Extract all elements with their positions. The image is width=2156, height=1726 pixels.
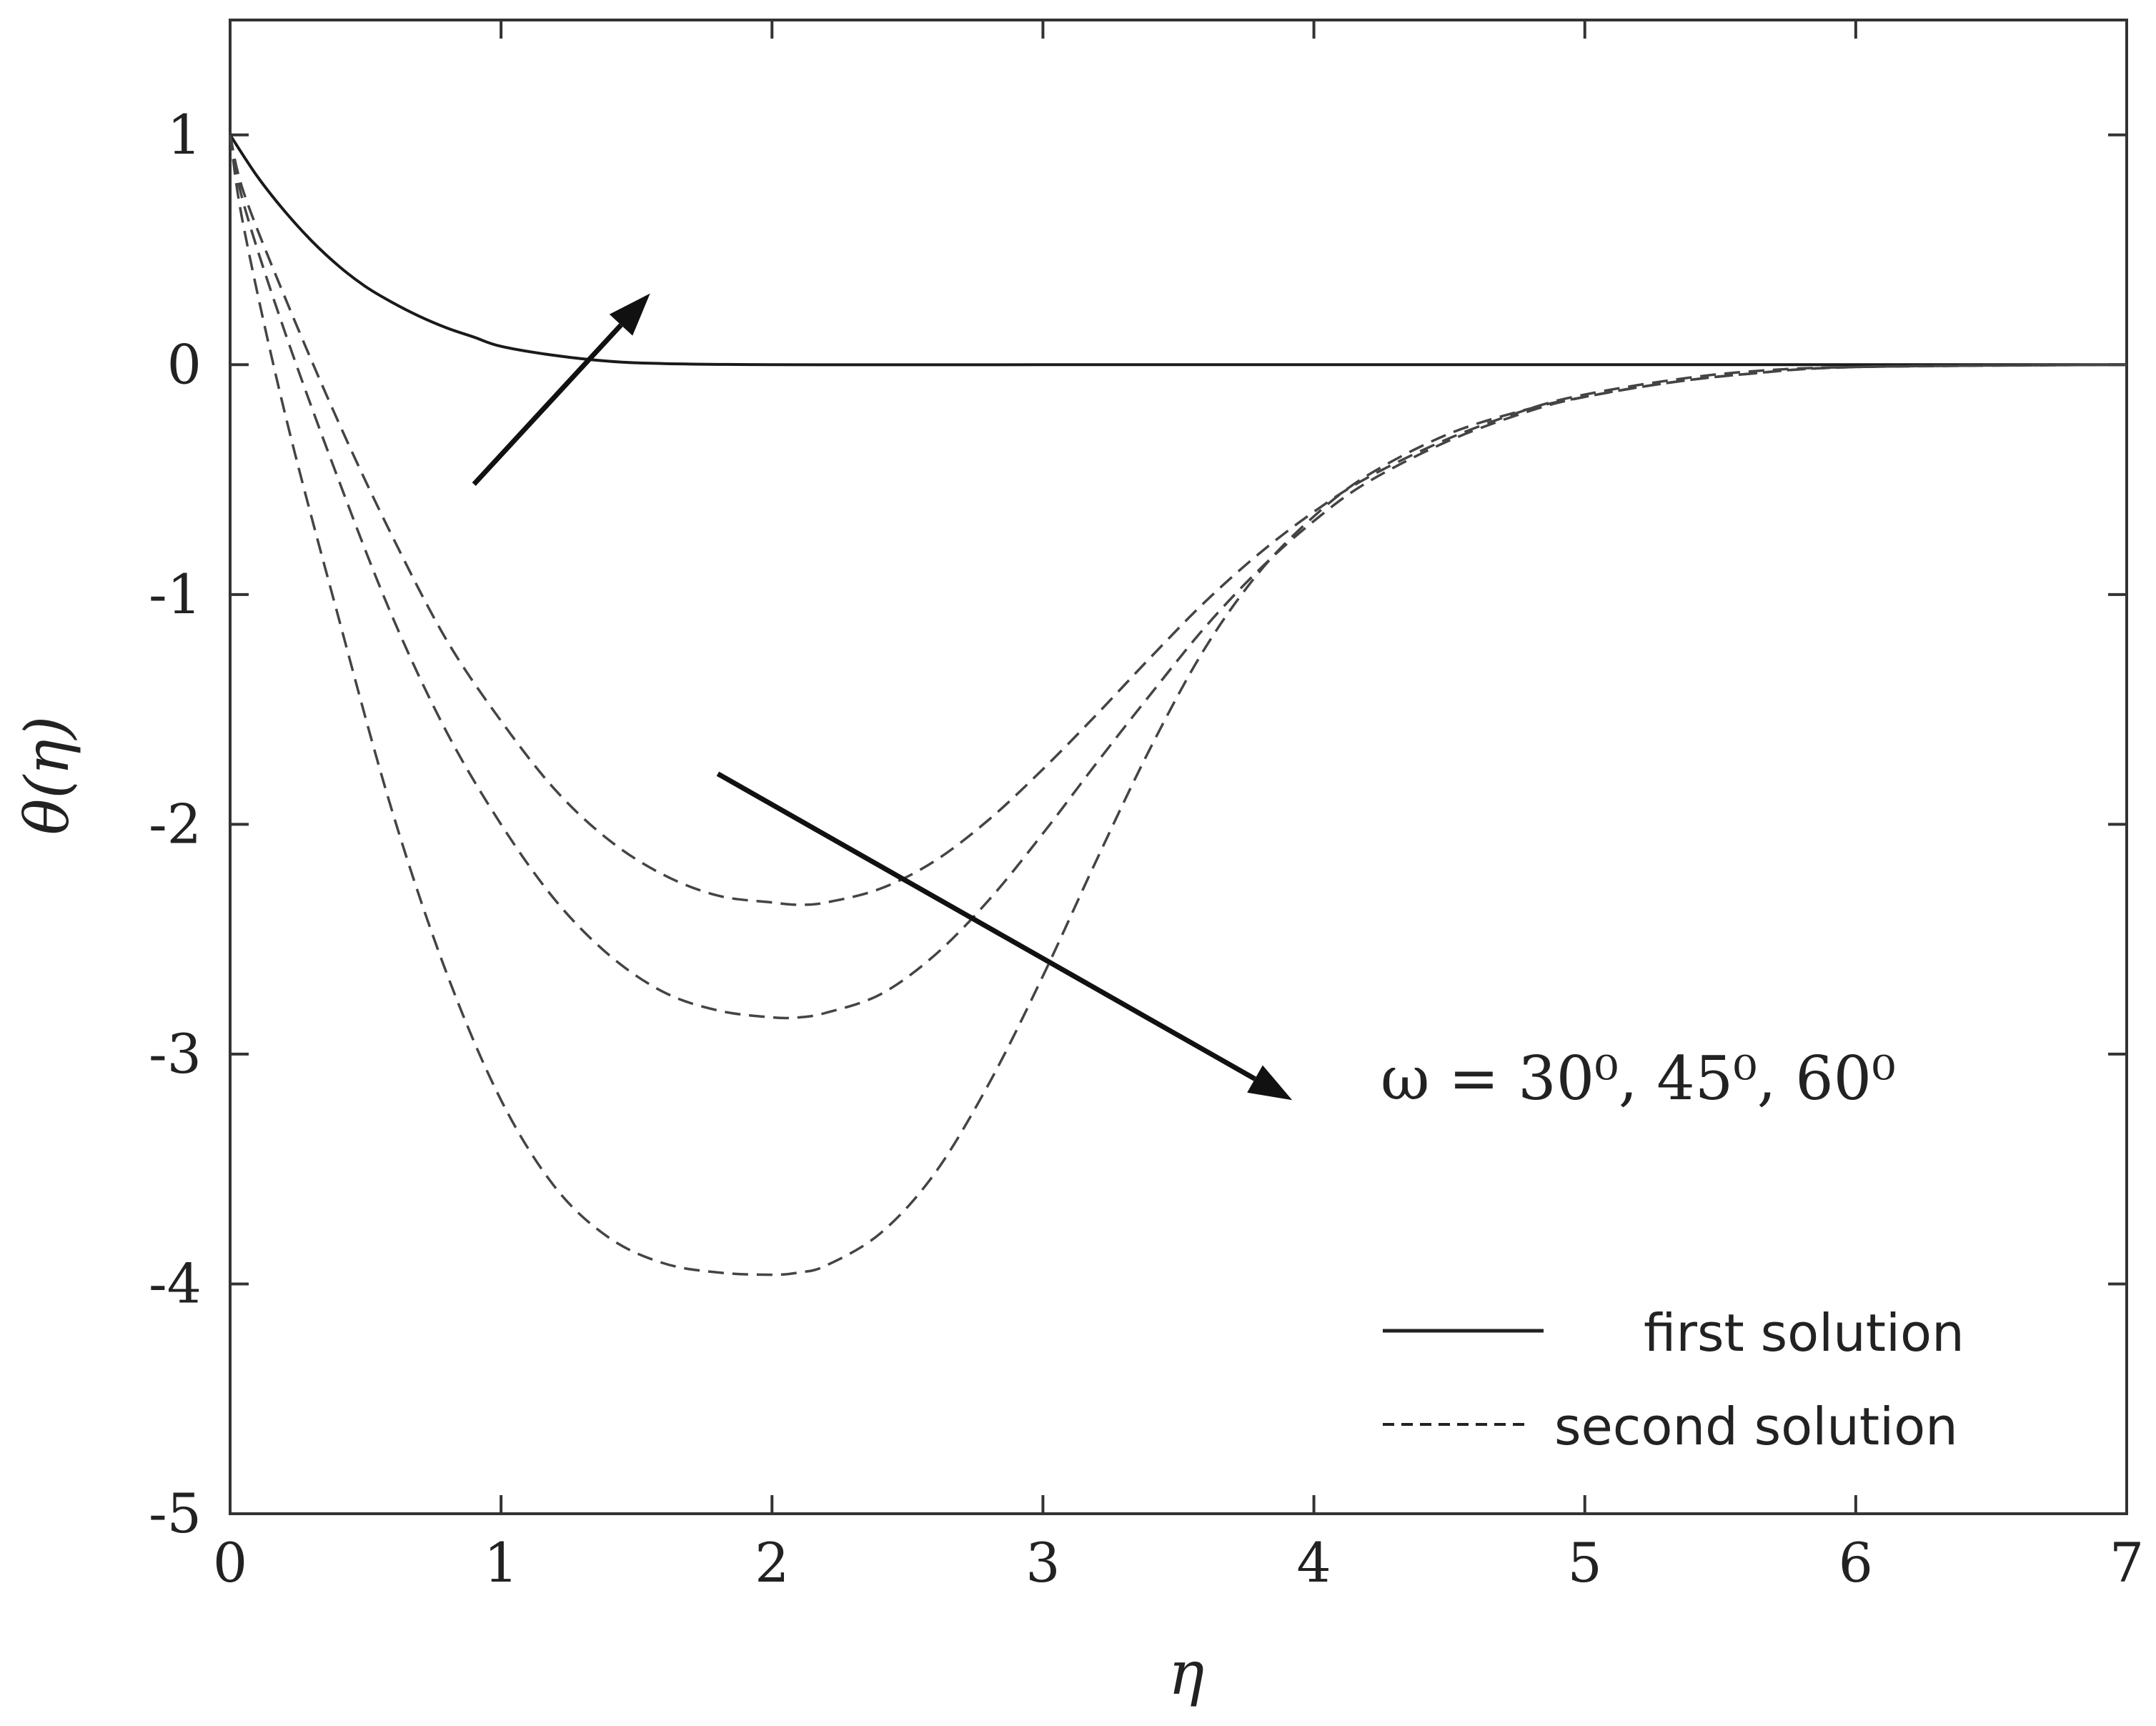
omega-annotation: ω = 30⁰, 45⁰, 60⁰ (1381, 1043, 1896, 1114)
x-tick-label: 1 (484, 1531, 518, 1594)
second-solution-line-2 (229, 134, 2127, 1020)
y-tick-label: -4 (149, 1251, 202, 1315)
y-tick-label: -5 (149, 1482, 202, 1545)
first-solution-line (229, 134, 2127, 367)
trend-arrow-1 (472, 293, 650, 486)
y-axis-label: θ(η) (12, 716, 82, 835)
second-solution-line-3 (229, 134, 2127, 1276)
y-tick-label: -1 (149, 562, 202, 626)
plot-frame (229, 19, 2128, 1515)
y-tick-label: -2 (149, 792, 202, 855)
x-tick-label: 6 (1839, 1531, 1873, 1594)
legend-second-solution: second solution (1554, 1397, 1958, 1457)
series-layer (229, 134, 2127, 1276)
y-tick-label: -3 (149, 1022, 202, 1086)
legend-first-solution: first solution (1644, 1303, 1964, 1363)
trend-arrow-head (1247, 1065, 1293, 1101)
x-tick-label: 7 (2110, 1531, 2144, 1594)
second-solution-line-1 (229, 134, 2127, 906)
y-tick-label: 0 (167, 332, 202, 396)
y-tick-label: 1 (167, 103, 202, 167)
trend-arrow-shaft (472, 323, 623, 486)
x-tick-label: 3 (1025, 1531, 1060, 1594)
axis-ticks (229, 20, 2128, 1515)
axis-tick-labels: 0 1 2 3 4 5 6 7 1 0 -1 -2 -3 -4 -5 (149, 103, 2144, 1594)
trend-arrow-shaft (716, 771, 1256, 1081)
x-tick-label: 4 (1296, 1531, 1331, 1594)
trend-arrow-head (609, 293, 650, 336)
arrow-layer (472, 293, 1293, 1101)
x-tick-label: 5 (1568, 1531, 1602, 1594)
trend-arrow-2 (716, 771, 1293, 1101)
x-tick-label: 2 (755, 1531, 789, 1594)
x-axis-label: η (1168, 1638, 1204, 1708)
x-tick-label: 0 (213, 1531, 247, 1594)
